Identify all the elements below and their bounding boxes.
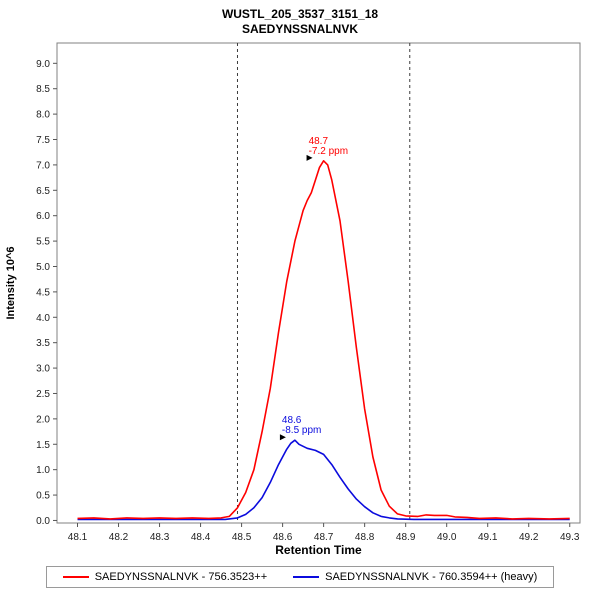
peak-ppm-label: -7.2 ppm — [309, 146, 348, 157]
chromatogram-pane: 48.1 48.2 48.3 48.4 48.5 48.6 48.7 48.8 48.9 49.0… — [0, 37, 600, 565]
y-tick-label: 4.5 — [36, 287, 50, 298]
peak-rt-label: 48.7 — [309, 136, 329, 147]
x-tick-label: 48.4 — [191, 532, 211, 543]
x-tick-label: 48.8 — [355, 532, 375, 543]
x-tick-label: 48.5 — [232, 532, 252, 543]
y-tick-label: 9.0 — [36, 59, 50, 70]
y-tick-label: 8.5 — [36, 84, 50, 95]
legend-swatch-heavy-line — [293, 576, 320, 578]
y-tick-label: 3.5 — [36, 338, 50, 349]
peak-apex-marker — [306, 154, 313, 161]
x-tick-label: 48.1 — [68, 532, 88, 543]
legend-label-heavy: SAEDYNSSNALNVK - 760.3594++ (heavy) — [325, 571, 538, 583]
trace-heavy — [77, 439, 570, 521]
x-tick-label: 49.2 — [519, 532, 539, 543]
y-tick-label: 3.0 — [36, 364, 50, 375]
y-tick-label: 4.0 — [36, 313, 50, 324]
x-tick-label: 48.9 — [396, 532, 416, 543]
plot-border — [56, 42, 581, 524]
legend-label-light: SAEDYNSSNALNVK - 756.3523++ — [94, 571, 268, 583]
x-tick-label: 49.0 — [437, 532, 457, 543]
peak-rt-label: 48.6 — [282, 415, 302, 426]
y-tick-label: 0.5 — [36, 491, 50, 502]
x-tick-label: 48.6 — [273, 532, 293, 543]
y-tick-label: 6.0 — [36, 211, 50, 222]
y-tick-label: 5.0 — [36, 262, 50, 273]
peak-apex-marker — [279, 434, 286, 441]
legend: SAEDYNSSNALNVK - 756.3523++ SAEDYNSSNALN… — [45, 566, 555, 588]
y-tick-label: 5.5 — [36, 237, 50, 248]
legend-row: SAEDYNSSNALNVK - 756.3523++ SAEDYNSSNALN… — [0, 566, 600, 588]
y-tick-label: 8.0 — [36, 110, 50, 121]
chart-title: WUSTL_205_3537_3151_18 — [221, 7, 379, 21]
y-tick-label: 0.0 — [36, 516, 50, 527]
y-tick-label: 7.5 — [36, 135, 50, 146]
x-tick-label: 48.2 — [109, 532, 129, 543]
chart-title-block: WUSTL_205_3537_3151_18 SAEDYNSSNALNVK — [0, 0, 600, 37]
legend-swatch-light-line — [62, 576, 89, 578]
x-axis-label: Retention Time — [275, 543, 362, 557]
y-axis-label: Intensity 10^6 — [5, 246, 17, 319]
trace-light — [77, 160, 570, 520]
y-tick-label: 1.0 — [36, 465, 50, 476]
legend-item-heavy: SAEDYNSSNALNVK - 760.3594++ (heavy) — [293, 571, 537, 583]
chart-subtitle: SAEDYNSSNALNVK — [241, 22, 358, 36]
y-tick-label: 6.5 — [36, 186, 50, 197]
y-tick-label: 2.5 — [36, 389, 50, 400]
legend-item-light: SAEDYNSSNALNVK - 756.3523++ — [62, 571, 268, 583]
y-tick-label: 2.0 — [36, 414, 50, 425]
y-tick-label: 1.5 — [36, 440, 50, 451]
chromatogram-plot[interactable]: 48.1 48.2 48.3 48.4 48.5 48.6 48.7 48.8 48.9 49.0… — [0, 37, 600, 565]
peak-ppm-label: -8.5 ppm — [282, 425, 321, 436]
x-tick-label: 49.3 — [560, 532, 580, 543]
y-tick-label: 7.0 — [36, 160, 50, 171]
x-tick-label: 48.7 — [314, 532, 334, 543]
x-tick-label: 48.3 — [150, 532, 170, 543]
x-tick-label: 49.1 — [478, 532, 498, 543]
